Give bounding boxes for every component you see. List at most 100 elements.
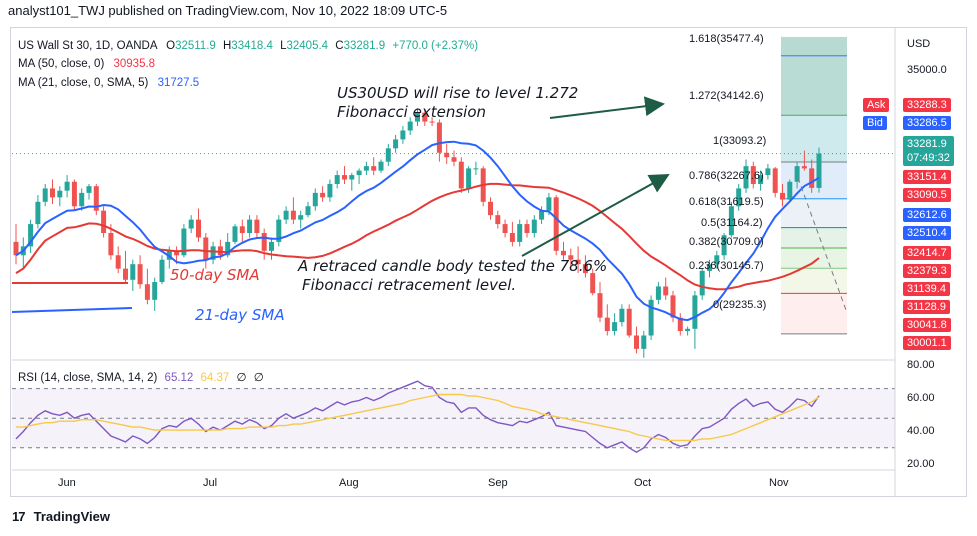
candle — [13, 224, 19, 265]
candle — [765, 163, 771, 180]
fib-label-05: 0.5(31164.2) — [701, 217, 763, 229]
candle — [415, 108, 420, 127]
fib-label-0236: 0.236(30145.7) — [689, 260, 764, 272]
candle — [626, 304, 632, 338]
candle — [320, 186, 326, 202]
fib-zone-top — [781, 36, 847, 56]
legend-l-value: 32405.4 — [286, 40, 329, 52]
candle-body — [349, 175, 355, 180]
fib-label-0382: 0.382(30709.0) — [689, 236, 764, 248]
candle — [239, 219, 245, 242]
candle-body — [809, 168, 815, 188]
legend-change: +770.0 (+2.37%) — [392, 40, 479, 52]
time-tick-jun: Jun — [58, 477, 76, 489]
legend-ma21[interactable]: MA (21, close, 0, SMA, 5) 31727.5 — [18, 77, 199, 89]
candle — [144, 268, 150, 305]
forecast-annotation-line2[interactable]: Fibonacci extension — [337, 103, 487, 121]
axis-lines — [12, 28, 896, 496]
candle-body — [290, 210, 296, 220]
candle — [604, 304, 610, 336]
time-tick-sep: Sep — [488, 477, 508, 489]
countdown: 07:49:32 — [907, 152, 950, 164]
candle — [539, 206, 545, 225]
candle — [488, 197, 493, 220]
tradingview-brand: TradingView — [33, 509, 110, 524]
candle — [86, 183, 92, 200]
candle-body — [342, 175, 347, 180]
candle-body — [144, 284, 150, 300]
candle-body — [692, 295, 698, 329]
rsi-tick-60: 60.00 — [907, 392, 935, 404]
candle — [349, 172, 355, 191]
time-tick-jul: Jul — [203, 477, 218, 489]
retrace-annotation-line2[interactable]: Fibonacci retracement level. — [302, 276, 517, 294]
fib-zone-4 — [781, 227, 847, 248]
candle-body — [93, 186, 99, 211]
candle — [181, 224, 187, 258]
ma21-label: MA (21, close, 0, SMA, 5) — [18, 77, 149, 89]
candle-body — [677, 317, 683, 332]
legend-o-value: 32511.9 — [175, 40, 216, 52]
candle — [780, 183, 785, 207]
candle-body — [444, 152, 450, 158]
candle-body — [787, 181, 793, 200]
candle-body — [743, 166, 749, 189]
candle-body — [101, 210, 107, 233]
candle — [159, 255, 165, 285]
candle-body — [597, 293, 603, 318]
legend-ma50[interactable]: MA (50, close, 0) 30935.8 — [18, 58, 155, 70]
price-tag-7: 31139.4 — [903, 282, 950, 296]
candle-body — [685, 328, 691, 332]
forecast-annotation-line1[interactable]: US30USD will rise to level 1.272 — [337, 84, 579, 102]
candle — [42, 183, 48, 207]
price-tag-8: 31128.9 — [903, 300, 950, 314]
candle — [692, 290, 698, 349]
sma21-label[interactable]: 21-day SMA — [195, 306, 285, 324]
candle-body — [327, 183, 333, 198]
fib-label-1618: 1.618(35477.4) — [689, 33, 764, 45]
candle-body — [232, 226, 238, 242]
price-tag-10: 30001.1 — [903, 336, 951, 350]
candle-body — [502, 224, 508, 233]
candle — [400, 126, 406, 144]
rsi-sma-line — [16, 393, 820, 442]
candle — [371, 157, 377, 176]
candle-body — [794, 166, 800, 182]
retrace-annotation-line1[interactable]: A retraced candle body tested the 78.6% — [298, 257, 608, 275]
fib-zone-1 — [781, 115, 847, 162]
candle-body — [283, 210, 289, 220]
candle-body — [750, 166, 756, 184]
candle-body — [371, 166, 377, 171]
fib-label-0: 0(29235.3) — [713, 299, 767, 311]
time-tick-aug: Aug — [339, 477, 359, 489]
candle-body — [305, 206, 311, 216]
candle — [612, 313, 618, 336]
retrace-arrow — [521, 174, 670, 257]
legend-rsi[interactable]: RSI (14, close, SMA, 14, 2) 65.12 64.37 … — [18, 370, 264, 384]
candle-body — [758, 175, 764, 184]
candle — [254, 215, 260, 238]
candle — [758, 170, 764, 191]
candle — [334, 170, 340, 189]
rsi-sma-value: 64.37 — [200, 372, 230, 384]
tradingview-logo[interactable]: 17 TradingView — [12, 509, 110, 524]
candle-body — [50, 188, 55, 198]
candle — [634, 326, 639, 354]
candle-body — [42, 188, 48, 202]
candle-body — [269, 241, 274, 251]
candle-body — [582, 264, 588, 274]
fib-zone-0 — [781, 55, 847, 116]
fib-label-1272: 1.272(34142.6) — [689, 90, 764, 102]
candle — [283, 206, 289, 225]
sma50-label[interactable]: 50-day SMA — [170, 266, 260, 284]
ma50-label: MA (50, close, 0) — [18, 58, 105, 70]
candle — [210, 241, 216, 265]
bid-value-tag: 33286.5 — [903, 116, 951, 130]
candle — [356, 168, 362, 184]
candlesticks — [13, 108, 822, 358]
legend-l-label: L — [280, 40, 287, 52]
candle-body — [495, 215, 501, 225]
candle-body — [553, 197, 559, 251]
legend-c-label: C — [335, 40, 344, 52]
